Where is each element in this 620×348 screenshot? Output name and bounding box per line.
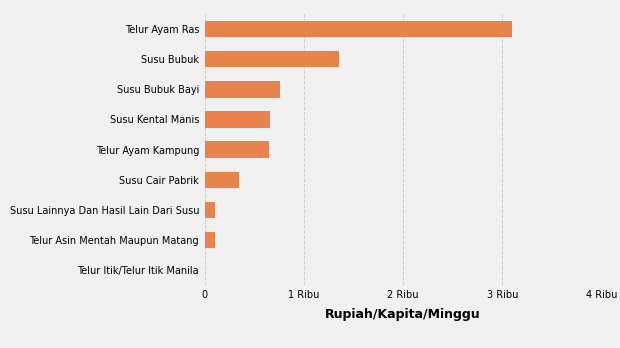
- X-axis label: Rupiah/Kapita/Minggu: Rupiah/Kapita/Minggu: [325, 308, 481, 321]
- Bar: [205, 232, 215, 248]
- Bar: [205, 51, 339, 68]
- Bar: [205, 81, 280, 98]
- Bar: [205, 21, 512, 37]
- Bar: [205, 202, 215, 218]
- Bar: [205, 172, 239, 188]
- Bar: [205, 141, 269, 158]
- Bar: [205, 111, 270, 128]
